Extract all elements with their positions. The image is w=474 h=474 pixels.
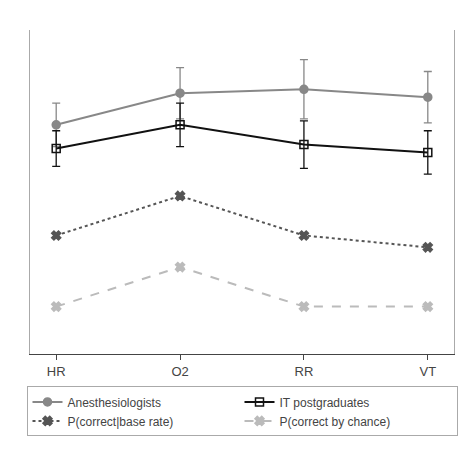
svg-text:P(correct by chance): P(correct by chance) xyxy=(280,415,391,429)
svg-text:Anesthesiologists: Anesthesiologists xyxy=(68,396,161,410)
svg-text:RR: RR xyxy=(295,364,314,379)
svg-text:HR: HR xyxy=(47,364,66,379)
svg-text:VT: VT xyxy=(419,364,436,379)
svg-text:O2: O2 xyxy=(171,364,188,379)
svg-text:IT postgraduates: IT postgraduates xyxy=(280,396,370,410)
svg-text:P(correct|base rate): P(correct|base rate) xyxy=(68,415,174,429)
